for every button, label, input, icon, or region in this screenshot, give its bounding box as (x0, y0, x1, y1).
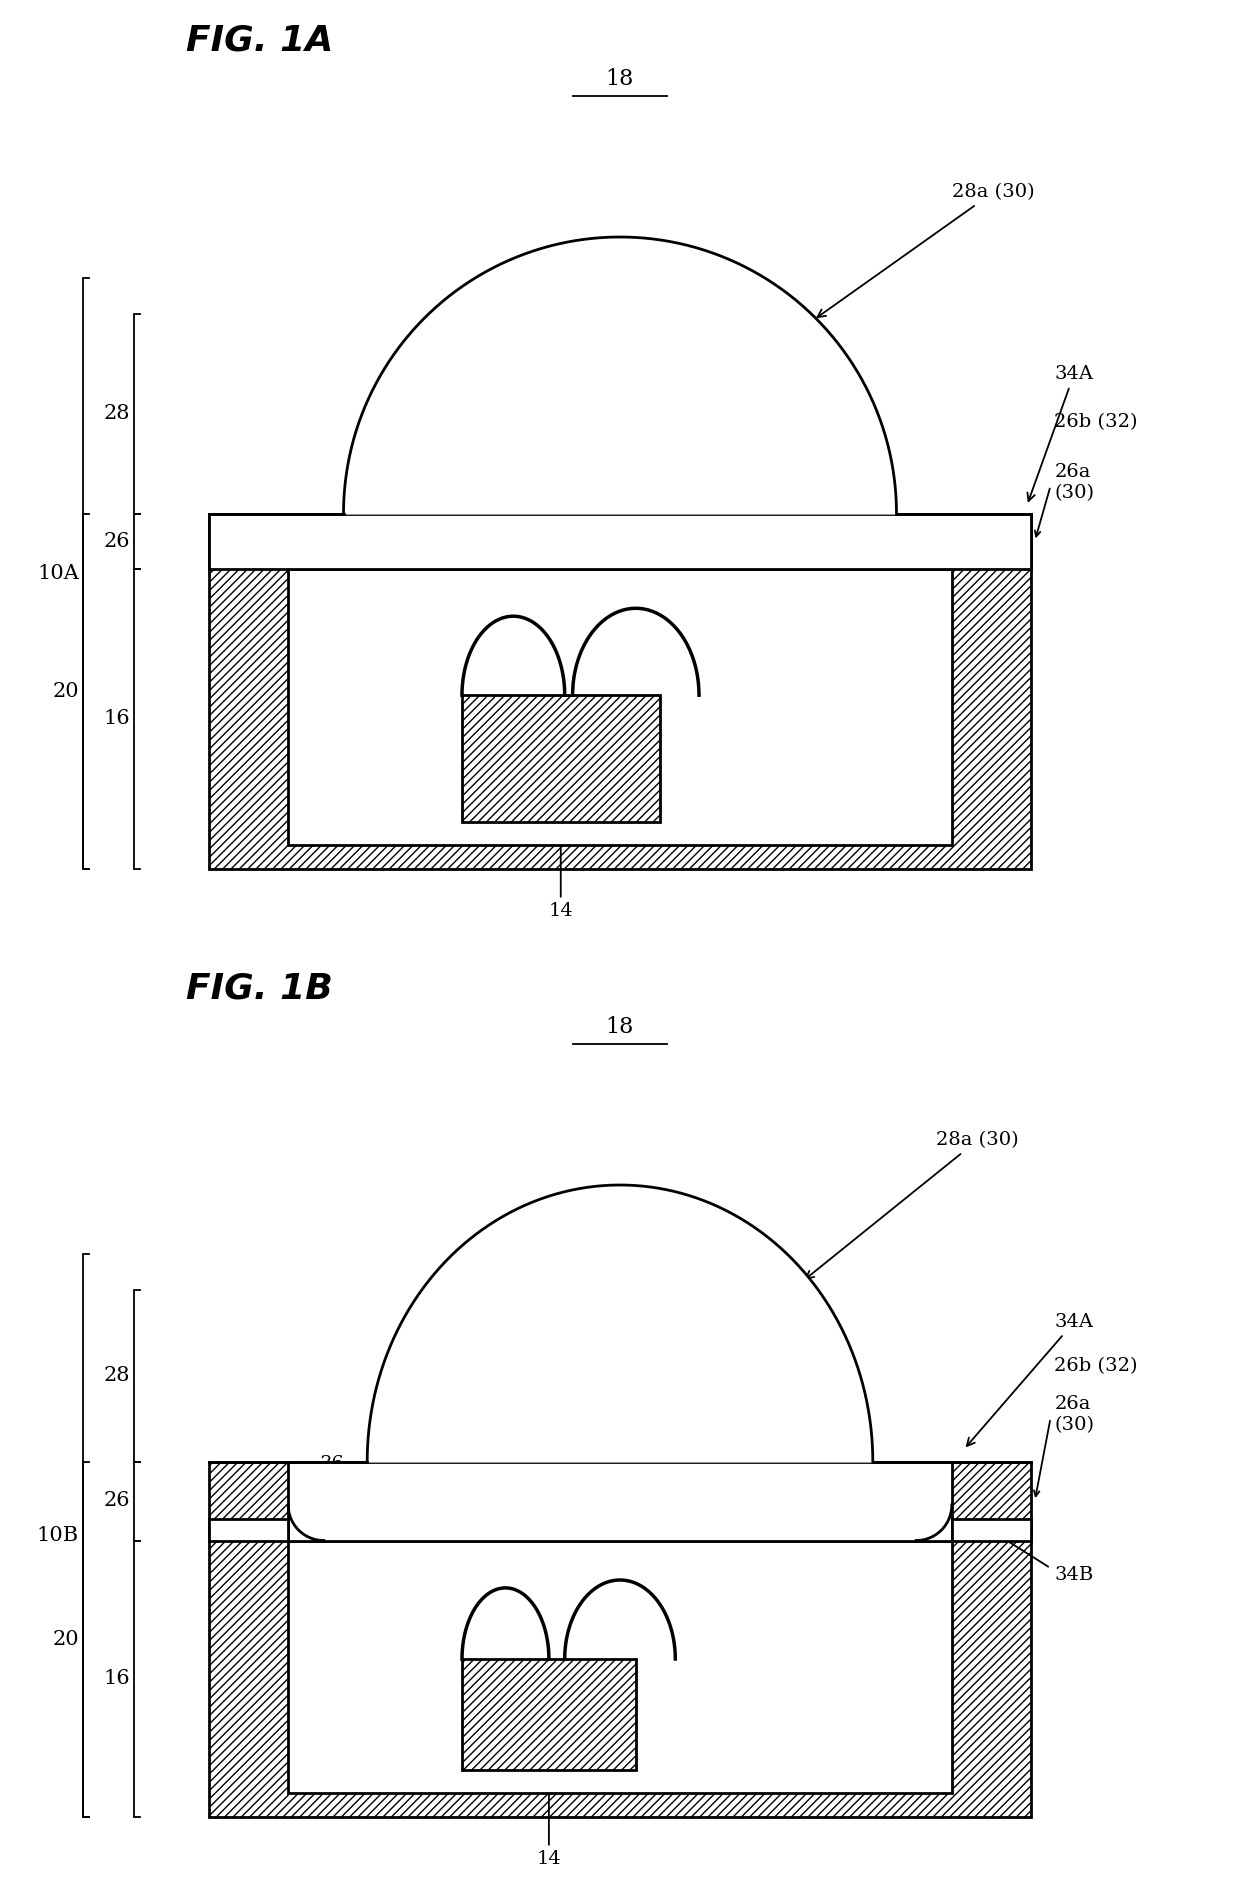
Text: 34B: 34B (1054, 1566, 1094, 1583)
Text: 18: 18 (606, 1016, 634, 1037)
Text: 14a: 14a (517, 1511, 562, 1615)
Bar (288, 1540, 952, 1794)
Text: 26a
(30): 26a (30) (1054, 1395, 1095, 1433)
Bar (210, 514, 1030, 868)
Text: 26: 26 (104, 1492, 130, 1511)
Text: FIG. 1A: FIG. 1A (186, 25, 332, 57)
Text: 20: 20 (52, 1631, 79, 1650)
Text: 16a
(22a): 16a (22a) (296, 1604, 347, 1642)
Bar (463, 1659, 636, 1769)
Text: 26b (32): 26b (32) (1054, 413, 1138, 430)
Bar (463, 696, 660, 821)
Bar (463, 1659, 636, 1769)
Bar (210, 1519, 288, 1540)
Bar (210, 1462, 1030, 1816)
Text: 34A: 34A (967, 1314, 1094, 1447)
Text: 26: 26 (104, 531, 130, 550)
Polygon shape (343, 237, 897, 514)
Text: 24: 24 (702, 556, 787, 645)
Text: 14a: 14a (526, 535, 578, 647)
Bar (210, 1462, 1030, 1816)
Text: 26b (32): 26b (32) (1054, 1358, 1138, 1375)
Text: 22: 22 (501, 436, 542, 552)
Bar (952, 1519, 1030, 1540)
Text: 16: 16 (104, 1668, 130, 1687)
Bar (210, 514, 1030, 868)
Text: 16: 16 (104, 709, 130, 728)
Text: 26c (32): 26c (32) (743, 567, 861, 612)
Text: 14: 14 (548, 827, 573, 920)
Text: FIG. 1B: FIG. 1B (186, 973, 332, 1005)
Text: 28a (30): 28a (30) (806, 1132, 1018, 1278)
Text: 22: 22 (501, 1409, 542, 1521)
Text: 24: 24 (683, 1526, 787, 1612)
Text: 34A: 34A (1028, 366, 1094, 501)
Text: 20: 20 (52, 683, 79, 702)
Bar (463, 696, 660, 821)
Text: 14: 14 (537, 1775, 562, 1868)
Text: 28: 28 (104, 404, 130, 423)
Text: 26c (32): 26c (32) (727, 1536, 844, 1583)
Text: 28: 28 (104, 1367, 130, 1386)
Bar (210, 514, 1030, 569)
Text: 10A: 10A (37, 565, 79, 584)
Text: 16a
(22a): 16a (22a) (296, 648, 347, 686)
Text: 26a
(30): 26a (30) (1054, 463, 1095, 502)
Text: 36: 36 (320, 1456, 345, 1473)
Bar (288, 1462, 952, 1540)
Text: 18: 18 (606, 68, 634, 89)
Polygon shape (367, 1185, 873, 1462)
Bar (288, 569, 952, 846)
Text: 10B: 10B (37, 1526, 79, 1545)
Text: 28a (30): 28a (30) (817, 184, 1034, 317)
